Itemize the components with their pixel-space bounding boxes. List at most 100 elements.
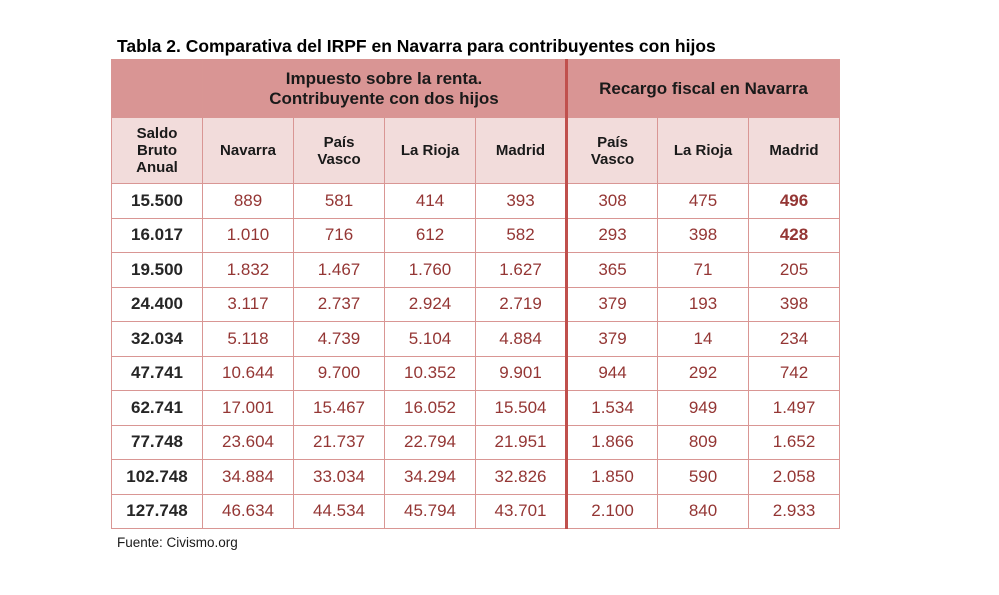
recargo-madrid-header: Madrid [748, 117, 841, 184]
recargo-madrid-cell: 205 [748, 252, 841, 288]
navarra-cell: 10.644 [202, 355, 294, 391]
recargo-la-rioja-cell: 840 [657, 493, 750, 529]
pais-vasco-cell: 716 [293, 217, 385, 253]
recargo-pais-vasco-cell: 308 [565, 183, 659, 219]
madrid-cell: 32.826 [474, 459, 568, 495]
recargo-madrid-cell: 428 [748, 217, 841, 253]
saldo-bruto-cell: 62.741 [111, 390, 203, 426]
recargo-la-rioja-cell: 71 [657, 252, 750, 288]
madrid-cell: 582 [474, 217, 568, 253]
la-rioja-cell: 414 [384, 183, 476, 219]
madrid-cell: 9.901 [474, 355, 568, 391]
pais-vasco-header-line2: Vasco [317, 150, 361, 168]
source-note: Fuente: Civismo.org [117, 535, 238, 550]
impuesto-header-line2: Contribuyente con dos hijos [269, 88, 499, 108]
saldo-bruto-cell: 77.748 [111, 424, 203, 460]
recargo-madrid-cell: 2.058 [748, 459, 841, 495]
navarra-cell: 46.634 [202, 493, 294, 529]
corner-cell [111, 59, 203, 118]
table-row: 19.500 1.832 1.467 1.760 1.627 365 71 205 [111, 252, 841, 288]
recargo-madrid-cell: 1.497 [748, 390, 841, 426]
saldo-bruto-cell: 127.748 [111, 493, 203, 529]
recargo-la-rioja-cell: 475 [657, 183, 750, 219]
la-rioja-cell: 5.104 [384, 321, 476, 357]
pais-vasco-cell: 4.739 [293, 321, 385, 357]
madrid-cell: 15.504 [474, 390, 568, 426]
madrid-cell: 21.951 [474, 424, 568, 460]
recargo-pais-vasco-header: País Vasco [565, 117, 659, 184]
recargo-madrid-cell: 742 [748, 355, 841, 391]
la-rioja-cell: 1.760 [384, 252, 476, 288]
table-row: 77.748 23.604 21.737 22.794 21.951 1.866 809 1.… [111, 424, 841, 460]
navarra-cell: 34.884 [202, 459, 294, 495]
table-row: 32.034 5.118 4.739 5.104 4.884 379 14 234 [111, 321, 841, 357]
la-rioja-cell: 34.294 [384, 459, 476, 495]
recargo-la-rioja-header: La Rioja [657, 117, 750, 184]
madrid-cell: 43.701 [474, 493, 568, 529]
la-rioja-cell: 2.924 [384, 286, 476, 322]
la-rioja-cell: 16.052 [384, 390, 476, 426]
madrid-cell: 2.719 [474, 286, 568, 322]
madrid-cell: 393 [474, 183, 568, 219]
column-header-row: Saldo Bruto Anual Navarra País Vasco La … [111, 117, 841, 184]
navarra-cell: 889 [202, 183, 294, 219]
pais-vasco-cell: 21.737 [293, 424, 385, 460]
irpf-comparison-table: Impuesto sobre la renta. Contribuyente c… [111, 59, 841, 529]
recargo-la-rioja-cell: 809 [657, 424, 750, 460]
recargo-la-rioja-cell: 14 [657, 321, 750, 357]
group-header-row: Impuesto sobre la renta. Contribuyente c… [111, 59, 841, 118]
pais-vasco-cell: 581 [293, 183, 385, 219]
recargo-pais-vasco-cell: 1.534 [565, 390, 659, 426]
recargo-pais-vasco-cell: 1.850 [565, 459, 659, 495]
recargo-la-rioja-cell: 398 [657, 217, 750, 253]
navarra-cell: 17.001 [202, 390, 294, 426]
saldo-bruto-header: Saldo Bruto Anual [111, 117, 203, 184]
recargo-madrid-cell: 398 [748, 286, 841, 322]
table-row: 102.748 34.884 33.034 34.294 32.826 1.850 590 2… [111, 459, 841, 495]
saldo-header-line1: Saldo [136, 125, 178, 142]
pais-vasco-cell: 2.737 [293, 286, 385, 322]
recargo-pais-vasco-cell: 1.866 [565, 424, 659, 460]
navarra-cell: 5.118 [202, 321, 294, 357]
recargo-pais-vasco-cell: 293 [565, 217, 659, 253]
la-rioja-cell: 45.794 [384, 493, 476, 529]
saldo-bruto-cell: 47.741 [111, 355, 203, 391]
saldo-bruto-cell: 24.400 [111, 286, 203, 322]
recargo-madrid-cell: 234 [748, 321, 841, 357]
table-row: 24.400 3.117 2.737 2.924 2.719 379 193 398 [111, 286, 841, 322]
saldo-header-line3: Anual [136, 159, 178, 176]
la-rioja-cell: 612 [384, 217, 476, 253]
recargo-la-rioja-cell: 590 [657, 459, 750, 495]
saldo-bruto-cell: 32.034 [111, 321, 203, 357]
saldo-bruto-cell: 16.017 [111, 217, 203, 253]
navarra-cell: 1.010 [202, 217, 294, 253]
la-rioja-cell: 22.794 [384, 424, 476, 460]
la-rioja-cell: 10.352 [384, 355, 476, 391]
table-row: 15.500 889 581 414 393 308 475 496 [111, 183, 841, 219]
pais-vasco-cell: 9.700 [293, 355, 385, 391]
recargo-group-header: Recargo fiscal en Navarra [565, 59, 841, 118]
saldo-bruto-cell: 19.500 [111, 252, 203, 288]
pais-vasco-cell: 33.034 [293, 459, 385, 495]
recargo-madrid-cell: 496 [748, 183, 841, 219]
table-row: 127.748 46.634 44.534 45.794 43.701 2.100 840 2… [111, 493, 841, 529]
recargo-pais-vasco-cell: 379 [565, 286, 659, 322]
table-row: 16.017 1.010 716 612 582 293 398 428 [111, 217, 841, 253]
saldo-header-line2: Bruto [137, 142, 177, 159]
la-rioja-header: La Rioja [384, 117, 476, 184]
recargo-pais-vasco-header-line2: Vasco [590, 150, 635, 168]
navarra-cell: 23.604 [202, 424, 294, 460]
recargo-madrid-cell: 2.933 [748, 493, 841, 529]
navarra-cell: 1.832 [202, 252, 294, 288]
pais-vasco-cell: 15.467 [293, 390, 385, 426]
saldo-bruto-cell: 102.748 [111, 459, 203, 495]
madrid-header: Madrid [474, 117, 568, 184]
recargo-la-rioja-cell: 949 [657, 390, 750, 426]
madrid-cell: 1.627 [474, 252, 568, 288]
impuesto-header-line1: Impuesto sobre la renta. [285, 68, 483, 88]
pais-vasco-cell: 1.467 [293, 252, 385, 288]
table-body: 15.500 889 581 414 393 308 475 496 16.017 1.010 71… [111, 183, 841, 529]
recargo-pais-vasco-cell: 944 [565, 355, 659, 391]
navarra-cell: 3.117 [202, 286, 294, 322]
recargo-pais-vasco-cell: 365 [565, 252, 659, 288]
